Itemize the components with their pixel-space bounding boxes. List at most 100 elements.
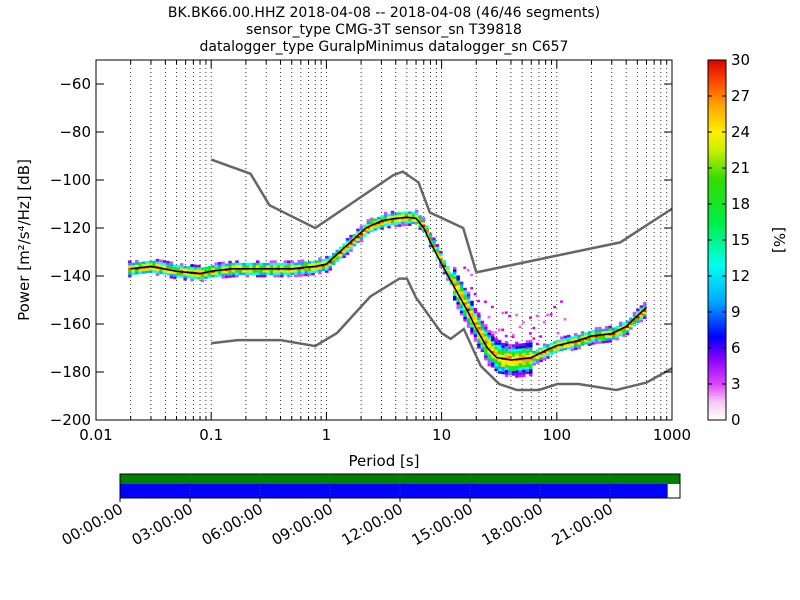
psd-cell: [380, 224, 384, 228]
psd-cell: [373, 220, 377, 224]
psd-cell: [463, 299, 467, 303]
psd-cell: [452, 271, 457, 275]
psd-cell: [459, 300, 464, 304]
psd-cell: [131, 265, 136, 268]
psd-cell: [477, 326, 481, 330]
colorbar-tick-label: 21: [731, 159, 750, 177]
psd-cell: [490, 336, 495, 339]
psd-cell: [473, 339, 478, 342]
psd-cell: [511, 370, 516, 374]
psd-cell: [332, 252, 336, 256]
psd-cell: [325, 260, 329, 264]
psd-cell: [518, 350, 523, 354]
psd-cell: [529, 366, 533, 369]
psd-cell: [618, 324, 623, 327]
psd-cell: [553, 341, 557, 344]
psd-cell: [456, 294, 460, 298]
psd-cell: [300, 273, 305, 277]
psd-cell: [477, 321, 481, 325]
psd-cell: [439, 258, 443, 261]
psd-cell: [577, 341, 581, 345]
psd-cell: [501, 347, 505, 351]
psd-cell: [224, 270, 229, 274]
psd-cell: [321, 261, 326, 265]
psd-cell: [173, 274, 177, 277]
colorbar-tick-label: 3: [731, 375, 741, 393]
psd-cell: [497, 371, 502, 374]
coverage-tick-label: 15:00:00: [409, 500, 476, 549]
psd-cell: [577, 337, 581, 340]
coverage-tick-label: 03:00:00: [129, 500, 196, 549]
psd-cell: [311, 260, 315, 264]
psd-cell: [594, 332, 599, 335]
psd-cell: [459, 291, 464, 294]
psd-cell: [477, 341, 481, 344]
psd-cell: [380, 222, 384, 226]
psd-cell: [138, 264, 142, 267]
psd-cell: [549, 349, 554, 353]
coverage-tick-label: 12:00:00: [339, 500, 406, 549]
psd-cell: [611, 337, 616, 340]
psd-cell: [287, 270, 291, 273]
psd-cell: [387, 213, 391, 217]
psd-cell: [598, 338, 602, 342]
psd-cell: [269, 272, 274, 275]
psd-cell: [155, 263, 160, 267]
psd-cell: [473, 307, 478, 311]
coverage-bar-top: [120, 474, 680, 484]
psd-cell: [408, 211, 412, 214]
psd-cell: [605, 340, 609, 343]
psd-cell: [404, 218, 409, 222]
psd-cell: [473, 319, 478, 323]
psd-cell: [273, 274, 277, 278]
psd-cell: [477, 314, 481, 318]
psd-cell: [515, 353, 519, 357]
psd-cell: [335, 249, 339, 253]
psd-cell: [594, 327, 599, 330]
psd-cell: [608, 330, 612, 333]
psd-cell: [601, 331, 606, 334]
psd-cell: [204, 269, 208, 272]
psd-cell: [380, 227, 384, 230]
psd-cell: [176, 267, 180, 271]
psd-cell: [601, 340, 606, 344]
psd-cell: [477, 345, 481, 349]
psd-cell: [636, 315, 640, 319]
psd-cell: [318, 262, 322, 265]
psd-cell: [394, 224, 398, 228]
psd-cell: [335, 256, 339, 260]
psd-cell: [259, 270, 263, 273]
x-tick-label: 1: [322, 426, 332, 444]
psd-cell: [553, 305, 556, 309]
psd-cell: [501, 352, 505, 355]
psd-cell: [435, 248, 440, 252]
psd-cell: [366, 226, 371, 230]
psd-cell: [618, 333, 623, 337]
psd-cell: [242, 262, 246, 266]
psd-cell: [473, 312, 478, 316]
psd-cell: [370, 229, 374, 233]
psd-cell: [518, 353, 523, 356]
psd-cell: [332, 257, 336, 261]
psd-cell: [463, 307, 467, 310]
psd-cell: [269, 270, 274, 273]
psd-cell: [231, 272, 236, 275]
psd-cell: [166, 260, 170, 264]
psd-cell: [383, 214, 388, 217]
psd-cell: [522, 343, 526, 346]
psd-cell: [383, 221, 388, 225]
psd-cell: [535, 361, 540, 364]
psd-cell: [594, 341, 599, 345]
psd-cell: [414, 219, 419, 223]
psd-cell: [535, 342, 539, 346]
psd-cell: [542, 357, 547, 361]
psd-cell: [556, 331, 560, 335]
psd-cell: [128, 270, 132, 273]
psd-cell: [497, 363, 502, 367]
psd-cell: [563, 337, 568, 341]
psd-cell: [487, 316, 491, 319]
psd-cell: [452, 281, 457, 284]
psd-cell: [273, 270, 277, 273]
psd-cell: [473, 292, 477, 296]
psd-cell: [636, 310, 640, 314]
